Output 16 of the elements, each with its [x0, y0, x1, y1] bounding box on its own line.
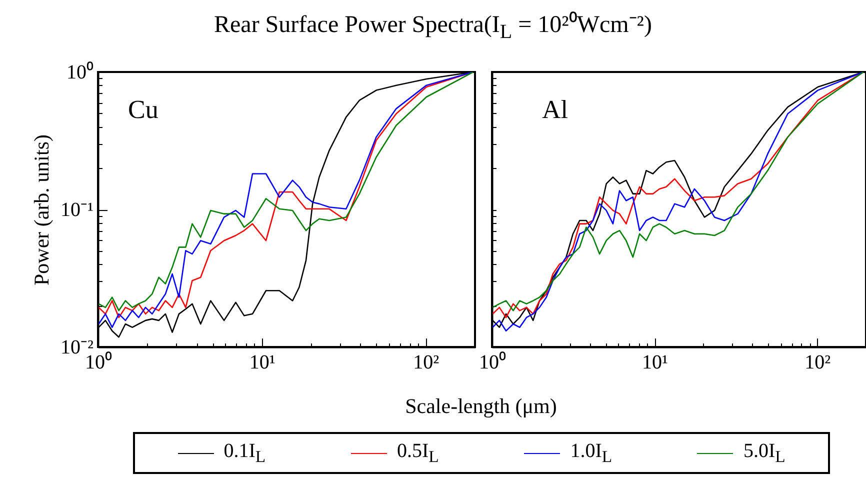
annotation: Cu	[128, 95, 158, 124]
x-tick-label: 10¹	[642, 352, 668, 374]
legend-label: 0.1I$_{L}$	[224, 440, 266, 466]
x-axis-title: Scale-length (μm)	[404, 394, 558, 419]
y-tick-label: 10⁻¹	[60, 199, 94, 221]
x-tick-label: 10²	[804, 352, 831, 374]
chart-title: Rear Surface Power Spectra(I$_{L}$ = 10²⁰Wcm⁻²)	[213, 10, 653, 44]
y-axis-title: Power (arb. units)	[30, 134, 54, 286]
x-tick-label: 10⁰	[479, 350, 506, 374]
annotation: Al	[542, 95, 568, 124]
x-tick-label: 10²	[413, 352, 440, 374]
legend-label: 0.5I$_{L}$	[396, 440, 439, 466]
legend-label: 5.0I$_{L}$	[743, 440, 786, 466]
x-tick-label: 10¹	[249, 352, 276, 374]
y-tick-label: 10⁰	[66, 60, 94, 84]
legend-label: 1.0I$_{L}$	[570, 440, 612, 466]
